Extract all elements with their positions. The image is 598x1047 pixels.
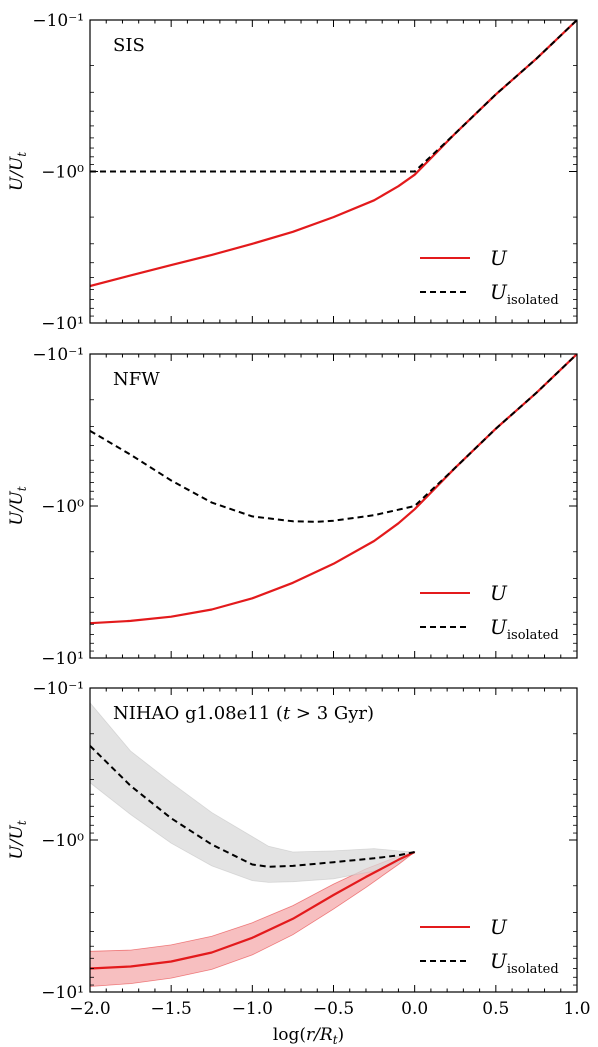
panel-3: −10⁻¹ −10⁰ −10¹−2.0 −1.5 −1.0 −0.5 0.0 0.5 1.0 NI… (7, 679, 591, 1047)
legend: U Uisolated (420, 915, 559, 977)
x-tick-label: −2.0 (69, 999, 110, 1019)
series-line-u-isolated (90, 20, 577, 173)
x-tick-label: 0.0 (401, 999, 428, 1019)
axes-frame (89, 353, 578, 659)
y-tick-label: −10⁰ (41, 163, 84, 183)
y-axis-label: U/Ut (7, 486, 29, 525)
x-tick-label: −0.5 (313, 999, 354, 1019)
band-u (90, 851, 415, 987)
x-tick-label: −1.0 (232, 999, 273, 1019)
plot-area (90, 354, 577, 625)
panel-title: NFW (113, 369, 160, 390)
legend-entry: U (490, 581, 508, 605)
series-line-u (90, 851, 416, 970)
legend: U Uisolated (420, 581, 559, 643)
legend-entry: U (490, 915, 508, 939)
x-tick-label: −1.5 (151, 999, 192, 1019)
legend-entry: U (490, 246, 508, 270)
y-tick-label: −10⁰ (41, 831, 84, 851)
legend: U Uisolated (420, 246, 559, 308)
panel-2: −10⁻¹ −10⁰ −10¹ NFW U/Ut U Uisolated (7, 345, 578, 669)
y-tick-label: −10¹ (41, 649, 84, 669)
y-tick-label: −10⁻¹ (32, 679, 84, 699)
band-u-isolated (90, 702, 416, 883)
legend-entry: Uisolated (490, 949, 559, 977)
y-tick-label: −10⁻¹ (32, 345, 84, 365)
panel-1: −10⁻¹ −10⁰ −10¹ SIS U/Ut U Uisolated (7, 11, 578, 334)
x-tick-label: 0.5 (482, 999, 509, 1019)
plot-area (90, 20, 577, 288)
x-axis-label: log(r/Rt) (273, 1025, 344, 1047)
plot-area (90, 702, 416, 987)
legend-entry: Uisolated (490, 280, 559, 308)
y-tick-label: −10¹ (41, 983, 84, 1003)
y-tick-label: −10⁰ (41, 497, 84, 517)
y-axis-label: U/Ut (7, 152, 29, 191)
y-tick-label: −10¹ (41, 314, 84, 334)
series-line-u-isolated (90, 745, 415, 868)
panel-title: NIHAO g1.08e11 (t > 3 Gyr) (113, 703, 374, 724)
y-tick-label: −10⁻¹ (32, 11, 84, 31)
x-tick-label: 1.0 (563, 999, 590, 1019)
panel-title: SIS (113, 35, 145, 56)
legend-entry: Uisolated (490, 615, 559, 643)
series-line-u-isolated (90, 354, 577, 523)
y-axis-label: U/Ut (7, 820, 29, 859)
series-line-u (90, 20, 577, 288)
